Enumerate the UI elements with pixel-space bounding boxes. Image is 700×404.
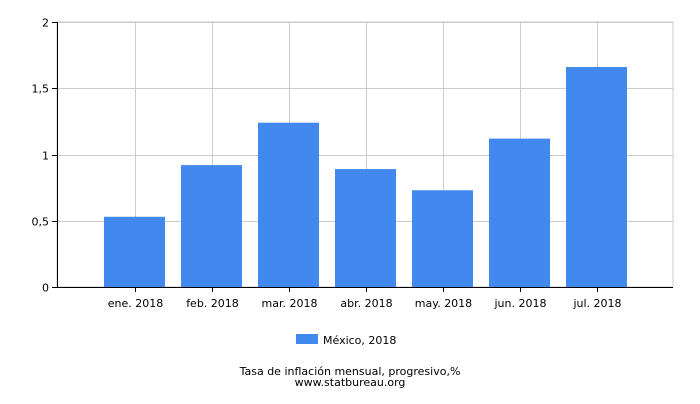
x-tick-label: ene. 2018 bbox=[108, 297, 164, 310]
y-tick-label: 0,5 bbox=[32, 216, 50, 229]
bar bbox=[412, 190, 473, 287]
y-tick-label: 2 bbox=[42, 17, 49, 30]
x-tick-label: jun. 2018 bbox=[494, 297, 547, 310]
bar bbox=[566, 67, 627, 287]
x-tick-label: mar. 2018 bbox=[262, 297, 318, 310]
x-tick-label: abr. 2018 bbox=[340, 297, 392, 310]
bar bbox=[181, 165, 242, 287]
chart-title: Tasa de inflación mensual, progresivo,% bbox=[239, 365, 461, 378]
legend-swatch bbox=[296, 334, 318, 344]
x-tick-label: may. 2018 bbox=[415, 297, 472, 310]
bars bbox=[104, 67, 627, 287]
source-link[interactable]: www.statbureau.org bbox=[294, 376, 406, 389]
axes: 0 0,5 1 1,5 2 ene. 2018 feb. 2018 mar. 2018 abr.… bbox=[32, 17, 673, 310]
bar bbox=[104, 216, 165, 287]
x-tick-label: feb. 2018 bbox=[186, 297, 239, 310]
legend-label: México, 2018 bbox=[323, 334, 396, 347]
bar bbox=[489, 138, 550, 287]
y-tick-label: 1 bbox=[42, 150, 49, 163]
x-tick-label: jul. 2018 bbox=[572, 297, 621, 310]
y-tick-label: 0 bbox=[42, 282, 49, 295]
bar bbox=[335, 169, 396, 287]
bar bbox=[258, 122, 319, 287]
y-tick-label: 1,5 bbox=[32, 83, 50, 96]
legend: México, 2018 bbox=[296, 334, 396, 347]
